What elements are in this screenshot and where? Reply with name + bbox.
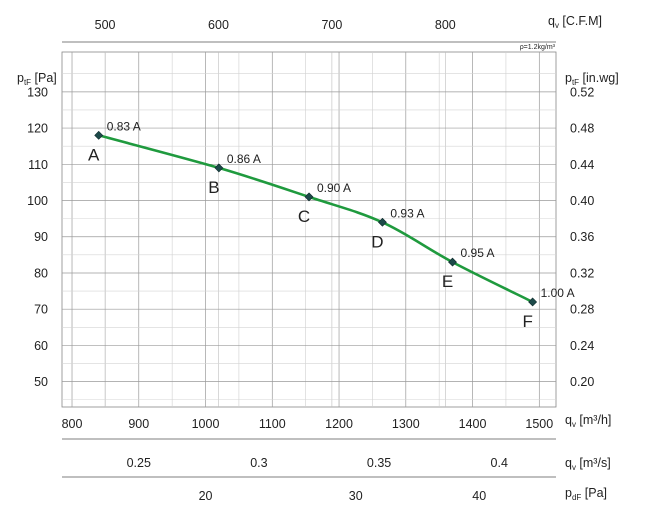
current-label-E: 0.95 A <box>461 246 495 260</box>
data-point-B <box>214 163 224 173</box>
pa-tick-label: 90 <box>34 230 48 244</box>
data-point-A <box>94 130 104 140</box>
m3h-tick-label: 1200 <box>325 417 353 431</box>
pa-tick-label: 50 <box>34 375 48 389</box>
m3s-tick-label: 0.35 <box>367 456 391 470</box>
bottom-m3h-tick-labels: 800 900 1000 1100 1200 1300 1400 1500 <box>62 417 554 431</box>
pa-tick-label: 110 <box>28 158 48 172</box>
pa-tick-label: 70 <box>34 303 48 317</box>
point-letter-A: A <box>88 145 100 164</box>
point-letter-D: D <box>371 232 383 251</box>
inwg-tick-label: 0.44 <box>570 158 594 172</box>
inwg-tick-label: 0.36 <box>570 230 594 244</box>
m3s-tick-label: 0.3 <box>250 456 267 470</box>
pdf-tick-label: 30 <box>349 489 363 503</box>
m3s-tick-label: 0.25 <box>127 456 151 470</box>
m3h-tick-label: 900 <box>128 417 149 431</box>
inwg-tick-label: 0.48 <box>570 122 594 136</box>
pdf-tick-label: 40 <box>472 489 486 503</box>
inwg-tick-label: 0.24 <box>570 339 594 353</box>
point-letter-E: E <box>442 272 453 291</box>
cfm-tick-label: 800 <box>435 18 456 32</box>
current-label-B: 0.86 A <box>227 152 261 166</box>
plot-frame <box>61 51 557 408</box>
cfm-tick-label: 600 <box>208 18 229 32</box>
data-point-F <box>528 297 538 307</box>
top-cfm-tick-labels: 500 600 700 800 <box>95 18 456 32</box>
cfm-tick-label: 700 <box>321 18 342 32</box>
m3h-tick-label: 1000 <box>192 417 220 431</box>
inwg-tick-label: 0.32 <box>570 266 594 280</box>
current-label-C: 0.90 A <box>317 181 351 195</box>
pdf-unit-label: pdF [Pa] <box>565 486 607 502</box>
inwg-tick-label: 0.28 <box>570 303 594 317</box>
density-note: ρ=1.2kg/m³ <box>520 44 556 51</box>
pa-tick-label: 100 <box>27 194 48 208</box>
right-axis-unit-label: ptF [in.wg] <box>565 71 619 87</box>
left-axis-unit-label: ptF [Pa] <box>17 71 57 87</box>
point-letter-B: B <box>208 178 219 197</box>
cfm-tick-label: 500 <box>95 18 116 32</box>
pdf-tick-label: 20 <box>199 489 213 503</box>
plot-area: 0.83 A A 0.86 A B 0.90 A C 0.93 A D 0.95 A E 1.00 … <box>61 51 575 408</box>
data-point-D <box>378 217 387 227</box>
current-label-A: 0.83 A <box>107 119 141 133</box>
pa-tick-label: 60 <box>34 339 48 353</box>
data-point-E <box>448 257 457 267</box>
m3s-tick-labels: 0.25 0.3 0.35 0.4 <box>127 456 508 470</box>
m3h-tick-label: 1400 <box>459 417 487 431</box>
m3s-unit-label: qv [m³/s] <box>565 456 611 472</box>
pdf-tick-labels: 20 30 40 <box>199 489 487 503</box>
top-cfm-axis: 500 600 700 800 qv [C.F.M] ρ=1.2kg/m³ <box>62 14 602 51</box>
point-letter-C: C <box>298 207 310 226</box>
pa-tick-label: 130 <box>27 85 48 99</box>
inwg-tick-label: 0.20 <box>570 375 594 389</box>
pa-tick-label: 120 <box>27 122 48 136</box>
m3h-tick-label: 800 <box>62 417 83 431</box>
current-label-F: 1.00 A <box>541 286 575 300</box>
current-label-D: 0.93 A <box>390 206 424 220</box>
series-layer: 0.83 A A 0.86 A B 0.90 A C 0.93 A D 0.95 A E 1.00 … <box>88 119 575 331</box>
series-line <box>97 134 534 304</box>
m3h-tick-label: 1300 <box>392 417 420 431</box>
m3h-tick-label: 1500 <box>525 417 553 431</box>
pa-tick-label: 80 <box>34 266 48 280</box>
inwg-tick-label: 0.40 <box>570 194 594 208</box>
data-point-C <box>304 192 314 202</box>
right-inwg-tick-labels: 0.20 0.24 0.28 0.32 0.36 0.40 0.44 0.48 0.52 <box>570 85 594 389</box>
inwg-tick-label: 0.52 <box>570 85 594 99</box>
m3h-tick-label: 1100 <box>259 417 286 431</box>
point-letter-F: F <box>522 312 532 331</box>
m3h-unit-label: qv [m³/h] <box>565 413 611 429</box>
m3s-tick-label: 0.4 <box>491 456 508 470</box>
gridlines <box>62 52 556 407</box>
cfm-unit-label: qv [C.F.M] <box>548 14 602 30</box>
left-pa-tick-labels: 50 60 70 80 90 100 110 120 130 <box>27 85 48 389</box>
